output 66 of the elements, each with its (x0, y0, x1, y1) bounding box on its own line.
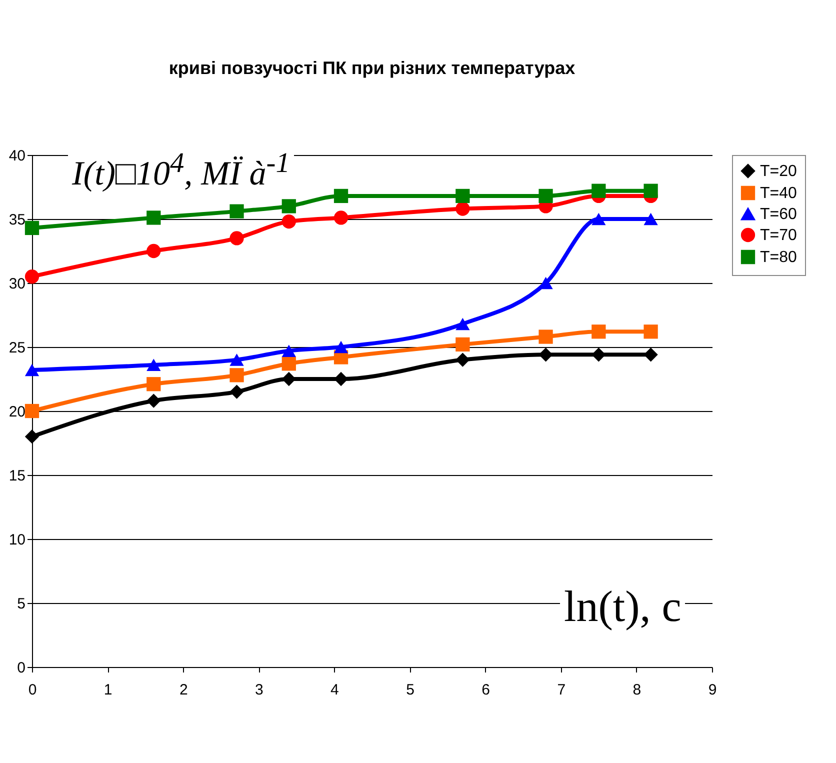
point (146, 244, 161, 258)
point (456, 202, 470, 216)
y-tick-label: 0 (17, 660, 26, 676)
point (592, 184, 606, 198)
y-tick-label: 5 (17, 596, 26, 612)
point (592, 324, 606, 339)
point (282, 199, 296, 214)
y-tick-label: 25 (8, 340, 26, 356)
point (24, 364, 40, 376)
point (230, 368, 244, 382)
point (644, 184, 658, 198)
point (230, 231, 244, 246)
point (456, 188, 470, 204)
point (24, 404, 40, 418)
point (644, 348, 658, 362)
point (146, 210, 161, 225)
point (146, 394, 161, 408)
legend-label: T=40 (760, 185, 798, 202)
point (334, 210, 348, 225)
chart-title: криві повзучості ПК при різних температурах (168, 58, 576, 78)
legend-label: T=70 (760, 227, 798, 244)
point (230, 204, 244, 218)
point (592, 212, 606, 226)
point (456, 337, 470, 352)
point (644, 324, 658, 339)
x-tick-label: 0 (28, 682, 37, 698)
point (334, 340, 348, 354)
point (24, 270, 40, 284)
x-tick-label: 2 (179, 682, 188, 698)
x-tick-label: 4 (330, 682, 339, 698)
y-tick-label: 40 (8, 148, 26, 164)
y-tick-label: 15 (8, 468, 26, 484)
point (146, 377, 161, 392)
legend-label: T=60 (760, 206, 798, 223)
x-tick-label: 3 (254, 682, 264, 698)
point (644, 212, 658, 226)
point (538, 188, 553, 204)
point (24, 430, 40, 444)
point (282, 214, 296, 229)
legend-label: T=20 (760, 163, 798, 180)
point (592, 348, 606, 362)
x-axis-title: ln(t), c (560, 582, 686, 631)
x-tick-label: 6 (482, 682, 490, 698)
y-tick-label: 10 (8, 532, 26, 548)
point (334, 188, 348, 204)
point (456, 352, 470, 367)
y-tick-label: 30 (8, 276, 26, 292)
point (230, 354, 244, 366)
point (24, 220, 40, 236)
x-tick-label: 9 (708, 682, 717, 698)
point (230, 384, 244, 399)
point (456, 318, 470, 330)
point (538, 330, 553, 344)
point (282, 356, 296, 371)
point (146, 358, 161, 372)
y-tick-label: 35 (8, 212, 26, 228)
x-tick-label: 5 (406, 682, 414, 698)
x-tick-label: 1 (104, 682, 112, 698)
y-axis-title: I(t)□10$^{4}$, MÏ à$^{-1}$ (68, 148, 294, 192)
point (538, 348, 553, 362)
point (282, 344, 296, 357)
point (282, 372, 296, 386)
x-tick-label: 8 (632, 682, 642, 698)
legend-label: T=80 (760, 249, 798, 266)
y-tick-label: 20 (8, 404, 26, 420)
x-tick-label: 7 (557, 682, 566, 698)
